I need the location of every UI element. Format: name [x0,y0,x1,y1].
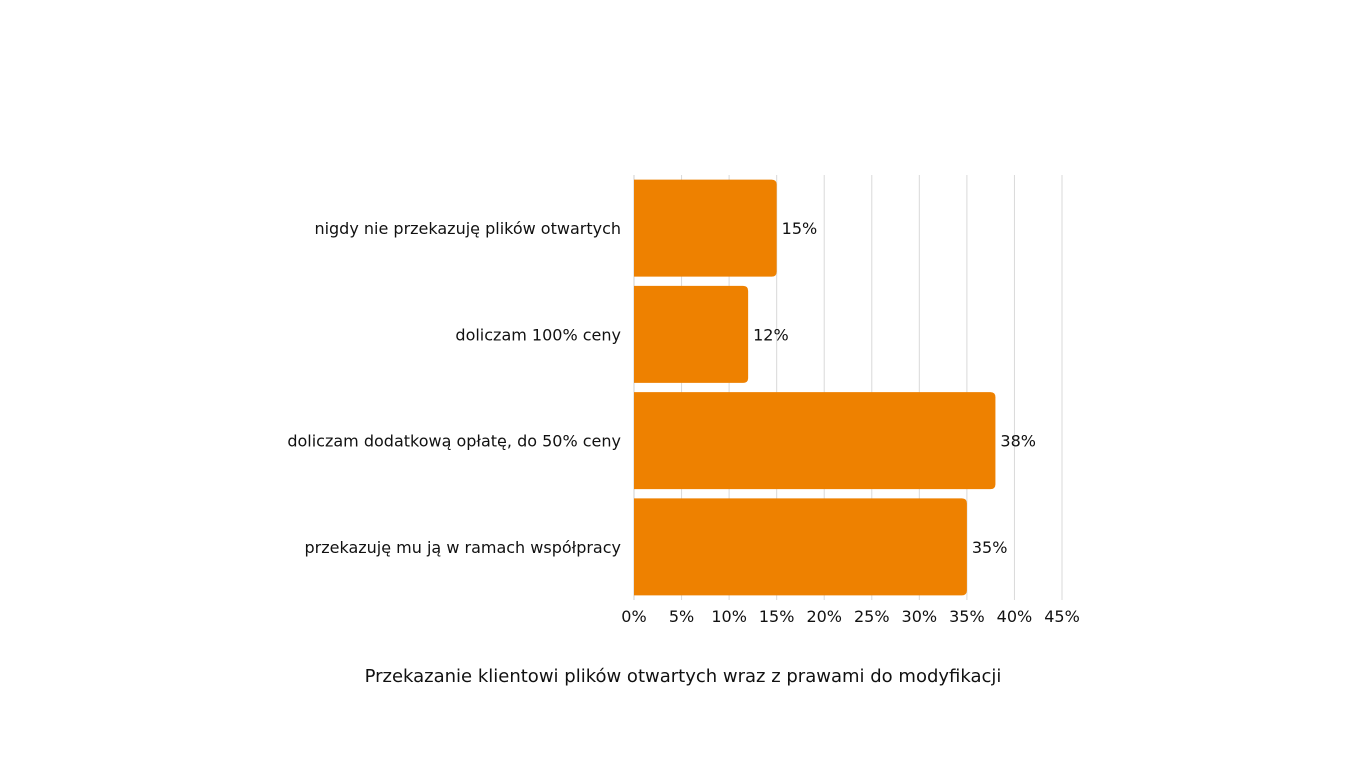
value-labels: 15% 12% 38% 35% [753,219,1036,557]
x-tick-label: 35% [949,607,985,626]
x-tick-label: 25% [854,607,890,626]
x-tick-label: 10% [711,607,747,626]
category-labels: nigdy nie przekazuję plików otwartych dol… [287,219,621,557]
category-label: nigdy nie przekazuję plików otwartych [314,219,621,238]
x-tick-label: 0% [621,607,646,626]
x-tick-label: 40% [997,607,1033,626]
x-tick-label: 20% [806,607,842,626]
x-tick-label: 30% [902,607,938,626]
data-label: 35% [972,538,1008,557]
data-label: 15% [782,219,818,238]
chart-title: Przekazanie klientowi plików otwartych w… [365,666,1002,687]
bars [634,179,996,596]
data-label: 38% [1000,432,1036,451]
data-label: 12% [753,325,789,344]
category-label: doliczam dodatkową opłatę, do 50% ceny [287,432,621,451]
bar [634,285,749,383]
x-tick-labels: 0% 5% 10% 15% 20% 25% 30% 35% 40% 45% [621,607,1079,626]
x-tick-label: 5% [669,607,694,626]
bar [634,498,967,596]
bar [634,392,996,490]
bar [634,179,777,277]
x-tick-label: 45% [1044,607,1080,626]
category-label: przekazuję mu ją w ramach współpracy [304,538,621,557]
x-tick-label: 15% [759,607,795,626]
category-label: doliczam 100% ceny [455,325,621,344]
